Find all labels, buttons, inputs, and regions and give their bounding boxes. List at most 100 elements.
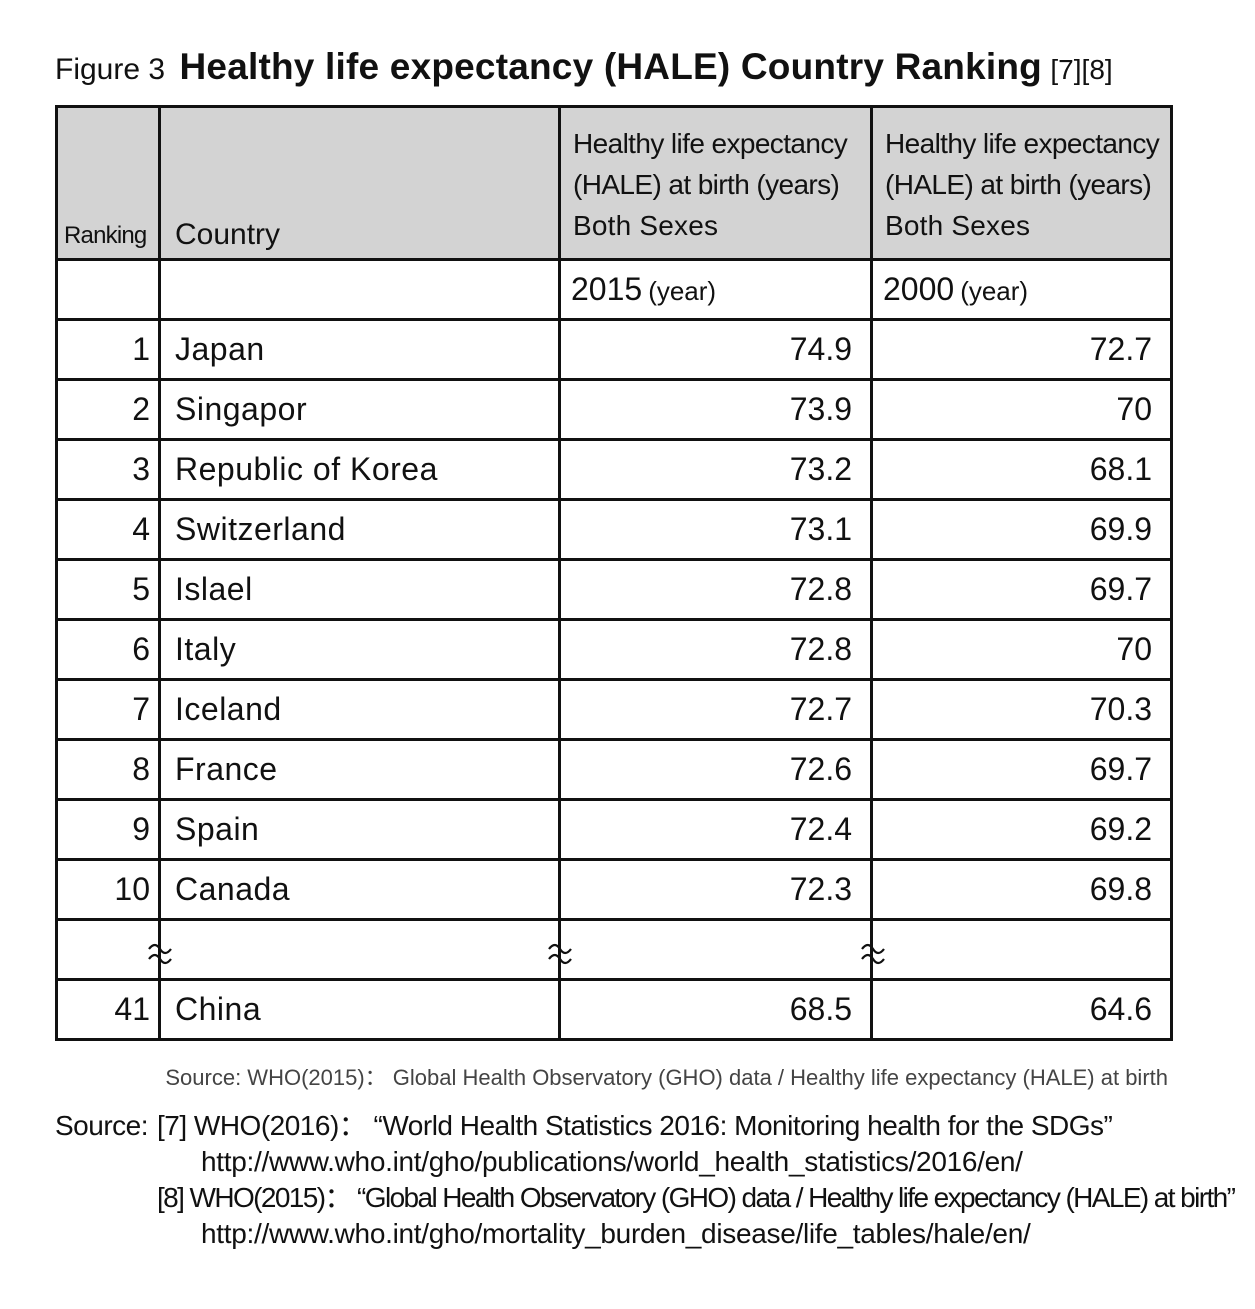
figure-title-line: Figure 3 Healthy life expectancy (HALE) …	[55, 46, 1185, 102]
country-cell: Singapor	[158, 378, 561, 441]
gap-cell-rank	[55, 918, 161, 981]
country-cell: Islael	[158, 558, 561, 621]
country-cell: Switzerland	[158, 498, 561, 561]
country-cell: Japan	[158, 318, 561, 381]
rank-cell: 8	[55, 738, 161, 801]
header-metric-line-1: Healthy life expectancy	[573, 128, 848, 159]
year-row: 2015 (year) 2000 (year)	[55, 258, 1173, 321]
hale-2000-cell: 69.7	[870, 738, 1173, 801]
year-cell-2015: 2015 (year)	[558, 258, 873, 321]
reference-7-text: [7] WHO(2016)： “World Health Statistics …	[157, 1110, 1113, 1141]
country-cell: France	[158, 738, 561, 801]
hale-2000-cell: 69.8	[870, 858, 1173, 921]
reference-7-url-row: http://www.who.int/gho/publications/worl…	[55, 1144, 1205, 1180]
reference-7-url: http://www.who.int/gho/publications/worl…	[201, 1146, 1023, 1177]
figure-references: [7][8]	[1050, 54, 1113, 85]
header-country: Country	[158, 105, 561, 261]
header-metric-line-2: (HALE) at birth (years)	[573, 169, 840, 200]
rank-cell: 1	[55, 318, 161, 381]
country-cell: Iceland	[158, 678, 561, 741]
header-metric-line-3: Both Sexes	[573, 210, 719, 241]
hale-2000-cell: 69.7	[870, 558, 1173, 621]
header-metric-line-1: Healthy life expectancy	[885, 128, 1160, 159]
year-value: 2015	[571, 271, 643, 307]
hale-2015-cell: 72.8	[558, 558, 873, 621]
hale-2015-cell: 74.9	[558, 318, 873, 381]
year-cell-2000: 2000 (year)	[870, 258, 1173, 321]
hale-2015-cell: 73.9	[558, 378, 873, 441]
table-row: 8 France 72.6 69.7	[55, 738, 1173, 801]
gap-cell-2015	[558, 918, 873, 981]
table-row: 4 Switzerland 73.1 69.9	[55, 498, 1173, 561]
table-row: 9 Spain 72.4 69.2	[55, 798, 1173, 861]
country-cell: Republic of Korea	[158, 438, 561, 501]
rank-cell: 3	[55, 438, 161, 501]
reference-8-row: [8] WHO(2015)： “Global Health Observator…	[55, 1180, 1236, 1216]
wavy-break-icon	[860, 937, 885, 967]
hale-ranking-table: Ranking Country Healthy life expectancy …	[55, 105, 1173, 1041]
table-header-row: Ranking Country Healthy life expectancy …	[55, 105, 1173, 261]
header-hale-2000: Healthy life expectancy (HALE) at birth …	[870, 105, 1173, 261]
figure-label: Figure 3	[55, 53, 166, 86]
hale-2015-cell: 73.2	[558, 438, 873, 501]
references-label: Source:	[55, 1110, 149, 1141]
table-row: 7 Iceland 72.7 70.3	[55, 678, 1173, 741]
rank-cell: 4	[55, 498, 161, 561]
reference-8-url: http://www.who.int/gho/mortality_burden_…	[201, 1218, 1031, 1249]
hale-2015-cell: 72.7	[558, 678, 873, 741]
hale-2000-cell: 69.2	[870, 798, 1173, 861]
hale-2015-cell: 72.8	[558, 618, 873, 681]
reference-8-text: [8] WHO(2015)： “Global Health Observator…	[157, 1182, 1236, 1213]
table-body: 1 Japan 74.9 72.7 2 Singapor 73.9 70 3 Republic o…	[55, 318, 1173, 921]
table-row: 10 Canada 72.3 69.8	[55, 858, 1173, 921]
country-cell: Italy	[158, 618, 561, 681]
table-row: 3 Republic of Korea 73.2 68.1	[55, 438, 1173, 501]
rank-cell: 5	[55, 558, 161, 621]
year-unit: (year)	[960, 276, 1029, 306]
references-block: Source: [7] WHO(2016)： “World Health Sta…	[55, 1108, 1236, 1252]
header-hale-2015: Healthy life expectancy (HALE) at birth …	[558, 105, 873, 261]
header-metric-line-3: Both Sexes	[885, 210, 1031, 241]
header-ranking: Ranking	[55, 105, 161, 261]
figure-title: Healthy life expectancy (HALE) Country R…	[179, 46, 1042, 87]
year-value: 2000	[883, 271, 955, 307]
rank-cell: 6	[55, 618, 161, 681]
hale-2015-cell: 72.3	[558, 858, 873, 921]
omitted-rows-marker	[55, 918, 1173, 981]
header-metric-line-2: (HALE) at birth (years)	[885, 169, 1152, 200]
wavy-break-icon	[547, 937, 572, 967]
reference-7-row: Source: [7] WHO(2016)： “World Health Sta…	[55, 1108, 1205, 1144]
country-cell: Spain	[158, 798, 561, 861]
rank-cell: 10	[55, 858, 161, 921]
table-source-note: Source: WHO(2015)： Global Health Observa…	[165, 1065, 1168, 1090]
hale-2000-cell: 68.1	[870, 438, 1173, 501]
hale-2000-cell: 70	[870, 378, 1173, 441]
wavy-break-icon	[147, 937, 172, 967]
hale-2000-cell: 72.7	[870, 318, 1173, 381]
table-row: 2 Singapor 73.9 70	[55, 378, 1173, 441]
rank-cell: 41	[55, 978, 161, 1041]
hale-2015-cell: 72.4	[558, 798, 873, 861]
hale-2000-cell: 64.6	[870, 978, 1173, 1041]
reference-8-url-row: http://www.who.int/gho/mortality_burden_…	[55, 1216, 1205, 1252]
year-row-empty-country	[158, 258, 561, 321]
hale-2015-cell: 72.6	[558, 738, 873, 801]
table-row: 5 Islael 72.8 69.7	[55, 558, 1173, 621]
year-unit: (year)	[648, 276, 717, 306]
rank-cell: 9	[55, 798, 161, 861]
rank-cell: 7	[55, 678, 161, 741]
hale-2015-cell: 73.1	[558, 498, 873, 561]
gap-cell-country	[158, 918, 561, 981]
table-row-last: 41 China 68.5 64.6	[55, 978, 1173, 1041]
rank-cell: 2	[55, 378, 161, 441]
hale-2000-cell: 69.9	[870, 498, 1173, 561]
table-row: 6 Italy 72.8 70	[55, 618, 1173, 681]
gap-cell-2000	[870, 918, 1173, 981]
hale-2000-cell: 70	[870, 618, 1173, 681]
hale-2000-cell: 70.3	[870, 678, 1173, 741]
country-cell: China	[158, 978, 561, 1041]
country-cell: Canada	[158, 858, 561, 921]
table-row: 1 Japan 74.9 72.7	[55, 318, 1173, 381]
hale-2015-cell: 68.5	[558, 978, 873, 1041]
year-row-empty-rank	[55, 258, 161, 321]
